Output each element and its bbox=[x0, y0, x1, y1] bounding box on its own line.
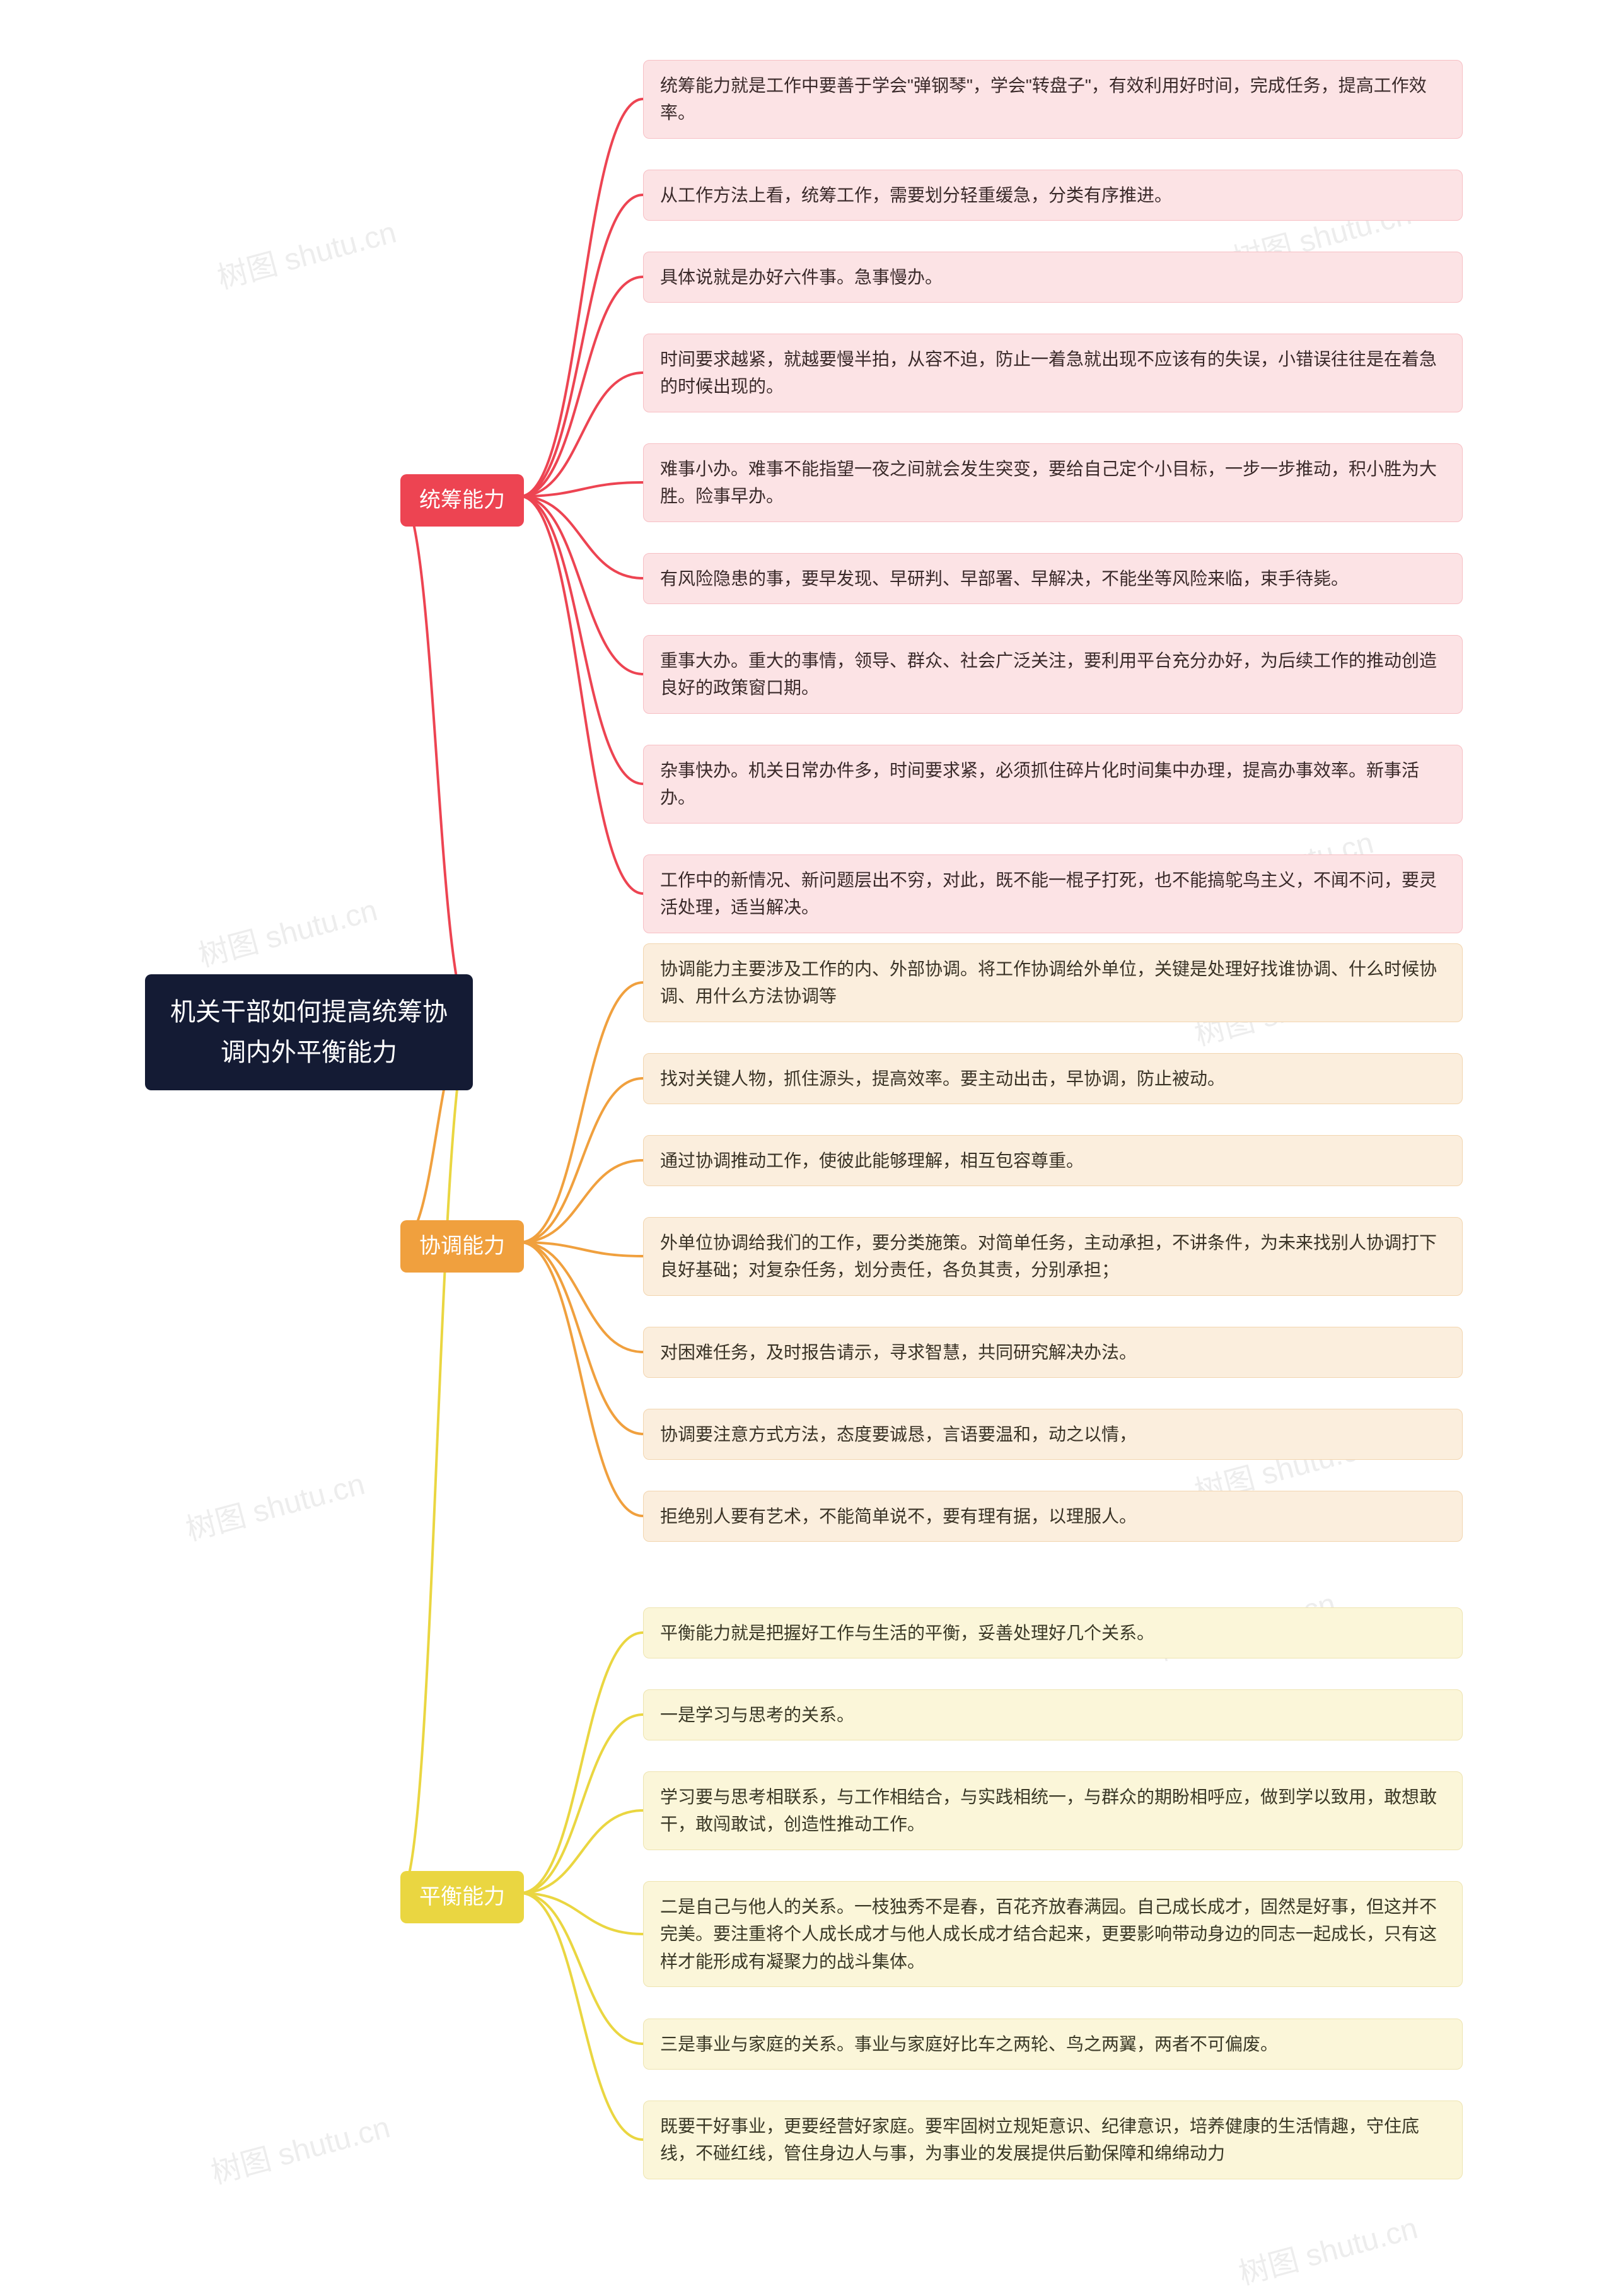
leaf-node[interactable]: 对困难任务，及时报告请示，寻求智慧，共同研究解决办法。 bbox=[643, 1327, 1463, 1378]
leaf-node[interactable]: 外单位协调给我们的工作，要分类施策。对简单任务，主动承担，不讲条件，为未来找别人… bbox=[643, 1217, 1463, 1296]
leaf-node[interactable]: 从工作方法上看，统筹工作，需要划分轻重缓急，分类有序推进。 bbox=[643, 170, 1463, 221]
leaf-node[interactable]: 通过协调推动工作，使彼此能够理解，相互包容尊重。 bbox=[643, 1135, 1463, 1186]
watermark: 树图 shutu.cn bbox=[1233, 2203, 1422, 2293]
root-node[interactable]: 机关干部如何提高统筹协调内外平衡能力 bbox=[145, 974, 473, 1090]
leaf-node[interactable]: 二是自己与他人的关系。一枝独秀不是春，百花齐放春满园。自己成长成才，固然是好事，… bbox=[643, 1881, 1463, 1987]
mindmap-canvas: 树图 shutu.cn 树图 shutu.cn 树图 shutu.cn 树图 shut… bbox=[0, 0, 1614, 2296]
leaf-node[interactable]: 难事小办。难事不能指望一夜之间就会发生突变，要给自己定个小目标，一步一步推动，积… bbox=[643, 443, 1463, 522]
branch-node[interactable]: 平衡能力 bbox=[400, 1871, 524, 1923]
leaf-node[interactable]: 时间要求越紧，就越要慢半拍，从容不迫，防止一着急就出现不应该有的失误，小错误往往… bbox=[643, 334, 1463, 412]
leaf-node[interactable]: 拒绝别人要有艺术，不能简单说不，要有理有据，以理服人。 bbox=[643, 1491, 1463, 1542]
leaf-node[interactable]: 有风险隐患的事，要早发现、早研判、早部署、早解决，不能坐等风险来临，束手待毙。 bbox=[643, 553, 1463, 604]
branch-node[interactable]: 统筹能力 bbox=[400, 474, 524, 527]
leaf-node[interactable]: 学习要与思考相联系，与工作相结合，与实践相统一，与群众的期盼相呼应，做到学以致用… bbox=[643, 1771, 1463, 1850]
watermark: 树图 shutu.cn bbox=[193, 885, 381, 976]
leaf-node[interactable]: 具体说就是办好六件事。急事慢办。 bbox=[643, 252, 1463, 303]
watermark: 树图 shutu.cn bbox=[212, 207, 400, 298]
branch-node[interactable]: 协调能力 bbox=[400, 1220, 524, 1273]
leaf-node[interactable]: 杂事快办。机关日常办件多，时间要求紧，必须抓住碎片化时间集中办理，提高办事效率。… bbox=[643, 745, 1463, 824]
leaf-node[interactable]: 协调能力主要涉及工作的内、外部协调。将工作协调给外单位，关键是处理好找谁协调、什… bbox=[643, 943, 1463, 1022]
leaf-node[interactable]: 一是学习与思考的关系。 bbox=[643, 1689, 1463, 1740]
leaf-node[interactable]: 统筹能力就是工作中要善于学会"弹钢琴"，学会"转盘子"，有效利用好时间，完成任务… bbox=[643, 60, 1463, 139]
leaf-node[interactable]: 重事大办。重大的事情，领导、群众、社会广泛关注，要利用平台充分办好，为后续工作的… bbox=[643, 635, 1463, 714]
leaf-node[interactable]: 平衡能力就是把握好工作与生活的平衡，妥善处理好几个关系。 bbox=[643, 1607, 1463, 1658]
leaf-node[interactable]: 找对关键人物，抓住源头，提高效率。要主动出击，早协调，防止被动。 bbox=[643, 1053, 1463, 1104]
leaf-node[interactable]: 协调要注意方式方法，态度要诚恳，言语要温和，动之以情， bbox=[643, 1409, 1463, 1460]
leaf-node[interactable]: 工作中的新情况、新问题层出不穷，对此，既不能一棍子打死，也不能搞鸵鸟主义，不闻不… bbox=[643, 854, 1463, 933]
watermark: 树图 shutu.cn bbox=[206, 2102, 394, 2193]
leaf-node[interactable]: 既要干好事业，更要经营好家庭。要牢固树立规矩意识、纪律意识，培养健康的生活情趣，… bbox=[643, 2101, 1463, 2179]
watermark: 树图 shutu.cn bbox=[180, 1459, 369, 1549]
leaf-node[interactable]: 三是事业与家庭的关系。事业与家庭好比车之两轮、鸟之两翼，两者不可偏废。 bbox=[643, 2019, 1463, 2070]
